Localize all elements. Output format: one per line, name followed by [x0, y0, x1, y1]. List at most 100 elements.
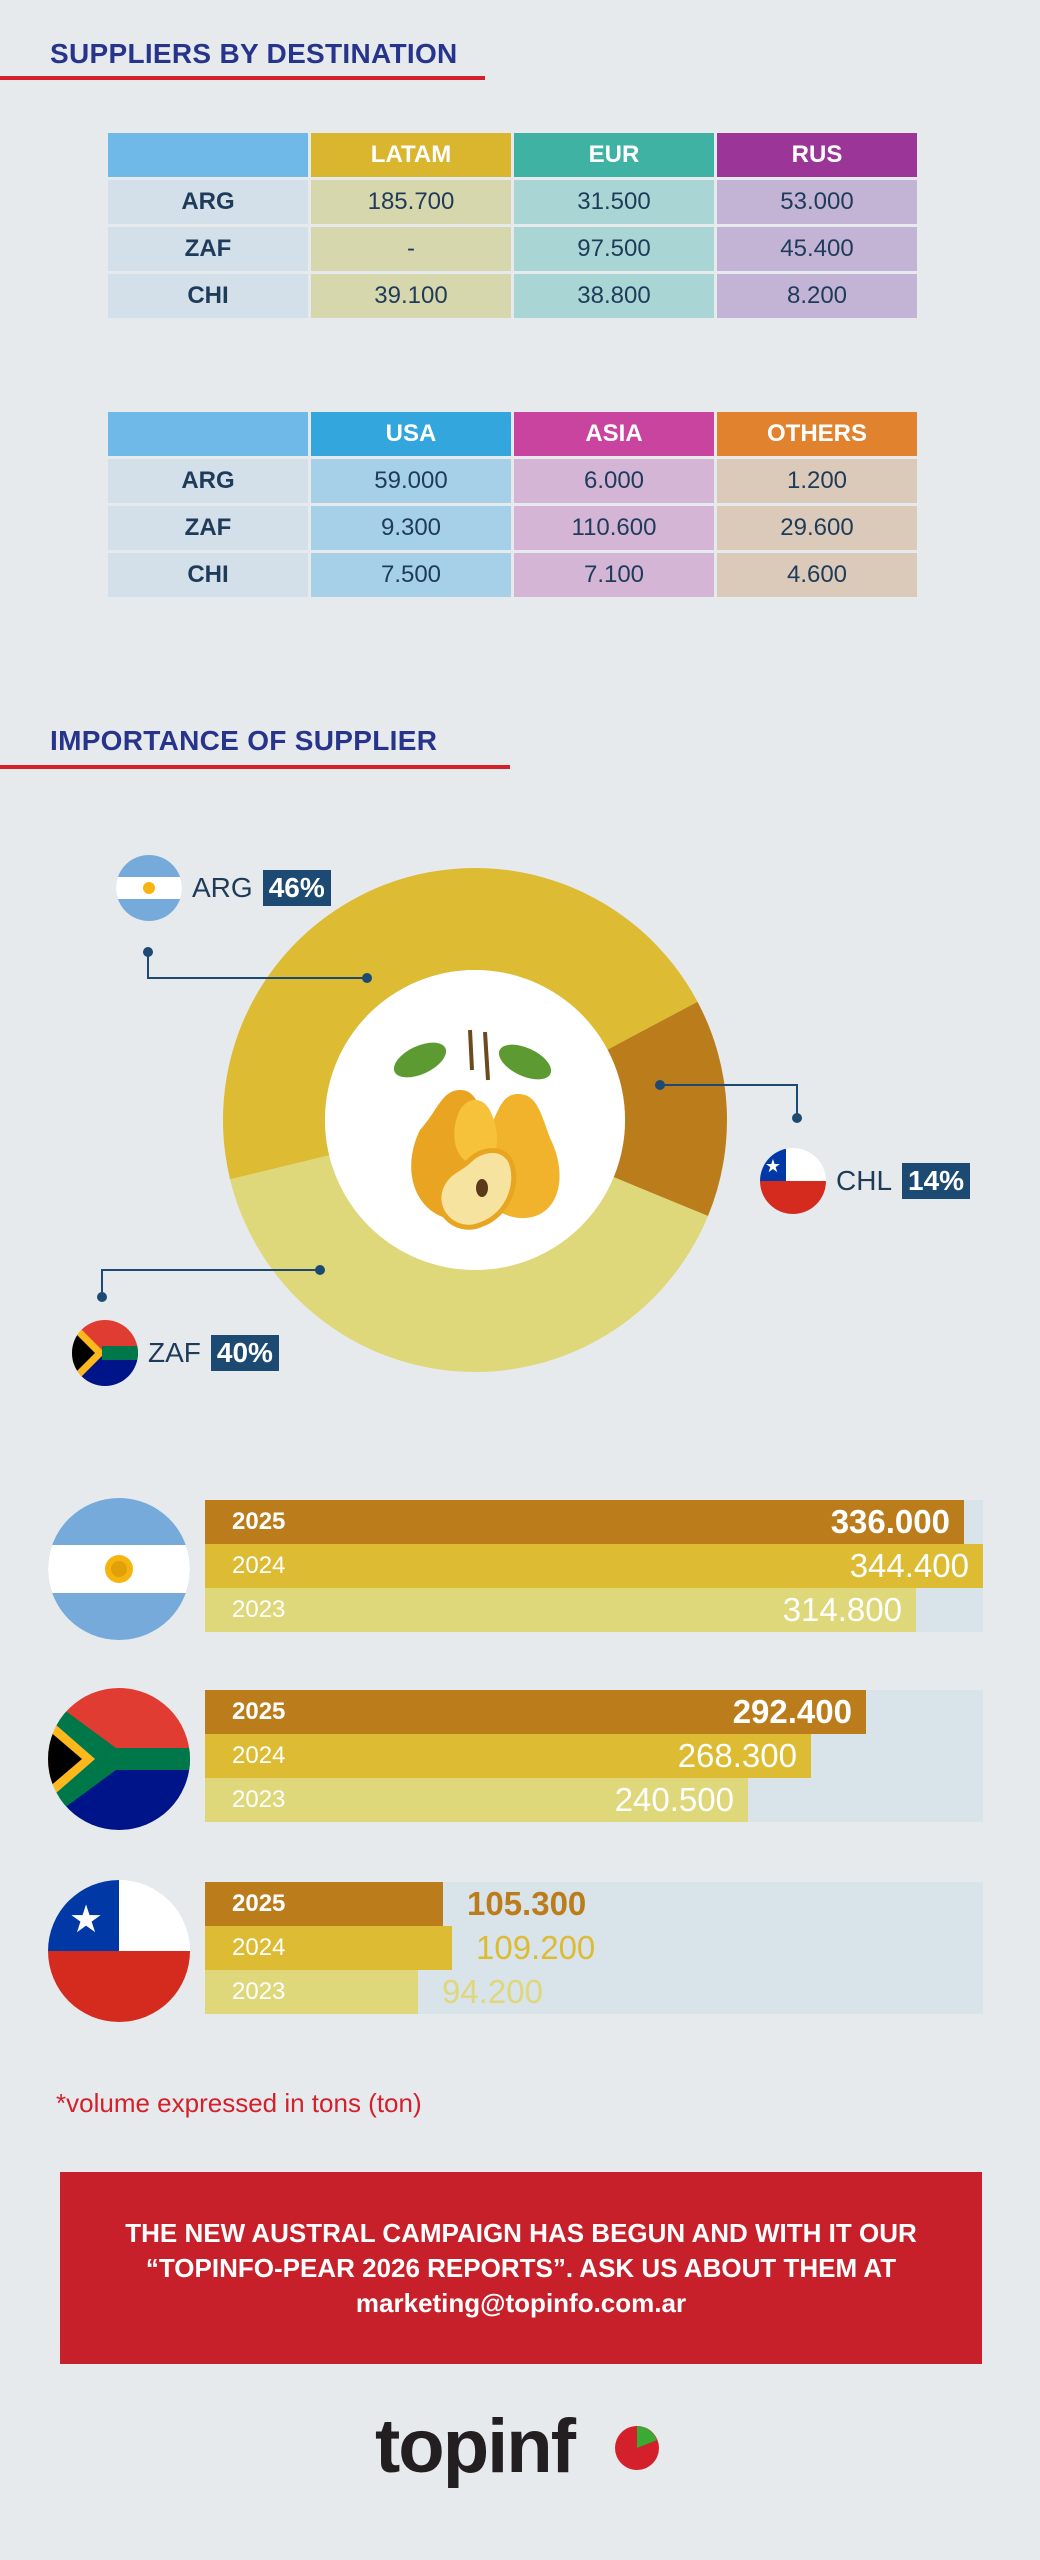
- suppliers-table-2: USA ASIA OTHERS ARG 59.000 6.000 1.200 ZAF 9.300…: [105, 409, 920, 600]
- legend-arg: ARG 46%: [116, 855, 331, 921]
- table-cell: 31.500: [514, 180, 714, 224]
- svg-text:★: ★: [765, 1156, 781, 1176]
- bar-year-label: 2024: [232, 1552, 286, 1579]
- bar-2025: [205, 1500, 964, 1544]
- banner-line-1: THE NEW AUSTRAL CAMPAIGN HAS BEGUN AND W…: [125, 2217, 917, 2248]
- bar-group-chile: ★ 2025 105.300 2024 109.200 2023 94.200: [0, 1880, 1040, 2032]
- leader-line-chl-dot: [655, 1080, 665, 1090]
- bar-group-argentina: 2025 336.000 2024 344.400 2023 314.800: [0, 1498, 1040, 1650]
- svg-text:★: ★: [69, 1899, 103, 1941]
- table-cell: 8.200: [717, 274, 917, 318]
- column-header: ASIA: [514, 412, 714, 456]
- table-cell: 39.100: [311, 274, 511, 318]
- table-corner: [108, 133, 308, 177]
- bar-year-label: 2025: [232, 1508, 286, 1535]
- legend-arg-pct: 46%: [262, 870, 331, 906]
- leader-line-chl: [660, 1084, 798, 1118]
- legend-zaf-label: ZAF: [148, 1337, 201, 1368]
- table-corner: [108, 412, 308, 456]
- bar-2023: [205, 1778, 748, 1822]
- bar-2025: [205, 1882, 443, 1926]
- table-cell: 59.000: [311, 459, 511, 503]
- donut-chart: ARG 46% ZAF 40% ★ CHL 14%: [0, 780, 1040, 1440]
- chile-flag-icon: ★: [48, 1880, 190, 2022]
- bar-year-label: 2025: [232, 1890, 286, 1917]
- column-header: EUR: [514, 133, 714, 177]
- bar-value-label: 344.400: [849, 1547, 969, 1584]
- table-cell: 97.500: [514, 227, 714, 271]
- bar-2025: [205, 1690, 866, 1734]
- table-cell: 29.600: [717, 506, 917, 550]
- bar-2023: [205, 1588, 916, 1632]
- table-row: ARG 59.000 6.000 1.200: [108, 459, 917, 503]
- table-row: CHI 7.500 7.100 4.600: [108, 553, 917, 597]
- row-header: ZAF: [108, 227, 308, 271]
- leader-line-zaf: [101, 1269, 320, 1297]
- leader-line-chl-dot: [792, 1113, 802, 1123]
- legend-zaf-pct: 40%: [210, 1335, 279, 1371]
- bar-value-label: 109.200: [476, 1929, 596, 1966]
- table-cell: 9.300: [311, 506, 511, 550]
- bar-year-label: 2024: [232, 1934, 286, 1961]
- column-header: LATAM: [311, 133, 511, 177]
- suppliers-table-1: LATAM EUR RUS ARG 185.700 31.500 53.000 ZAF -97.…: [105, 130, 920, 321]
- leader-line-arg-dot: [362, 973, 372, 983]
- bar-value-label: 292.400: [732, 1693, 852, 1730]
- bar-value-label: 336.000: [830, 1503, 950, 1540]
- chile-flag-icon: ★: [760, 1148, 826, 1214]
- bar-2023: [205, 1970, 418, 2014]
- bar-year-label: 2024: [232, 1742, 286, 1769]
- bar-group-south-africa: 2025 292.400 2024 268.300 2023 240.500: [0, 1688, 1040, 1840]
- bar-value-label: 105.300: [467, 1885, 587, 1922]
- section-rule: [0, 765, 510, 769]
- legend-chl-pct: 14%: [902, 1163, 971, 1199]
- bar-year-label: 2025: [232, 1698, 286, 1725]
- argentina-flag-icon: [116, 855, 182, 921]
- topinfo-logo: topinf: [375, 2404, 659, 2489]
- bar-year-label: 2023: [232, 1596, 286, 1623]
- leader-line-zaf-dot: [315, 1265, 325, 1275]
- bar-value-label: 314.800: [782, 1591, 902, 1628]
- section-rule: [0, 76, 485, 80]
- table-cell: 53.000: [717, 180, 917, 224]
- legend-chl-label: CHL: [836, 1165, 893, 1196]
- bar-value-label: 240.500: [614, 1781, 734, 1818]
- table-cell: 7.100: [514, 553, 714, 597]
- banner-email[interactable]: marketing@topinfo.com.ar: [355, 2287, 687, 2318]
- section-title-importance: IMPORTANCE OF SUPPLIER: [50, 725, 438, 756]
- table-cell: 7.500: [311, 553, 511, 597]
- legend-arg-label: ARG: [192, 872, 253, 903]
- bar-year-label: 2023: [232, 1978, 286, 2005]
- argentina-flag-icon: [48, 1498, 190, 1640]
- bar-2024: [205, 1734, 811, 1778]
- donut-slice-arg: [222, 867, 698, 1180]
- donut-slice-zaf: [230, 1155, 708, 1372]
- bar-year-label: 2023: [232, 1786, 286, 1813]
- row-header: CHI: [108, 553, 308, 597]
- bar-value-label: 268.300: [677, 1737, 797, 1774]
- table-row: ZAF -97.500 45.400: [108, 227, 917, 271]
- section-title-suppliers: SUPPLIERS BY DESTINATION: [50, 38, 458, 69]
- table-row: CHI 39.100 38.800 8.200: [108, 274, 917, 318]
- bar-2024: [205, 1926, 452, 1970]
- legend-chl: ★ CHL 14%: [760, 1148, 971, 1214]
- row-header: ARG: [108, 459, 308, 503]
- bar-2024: [205, 1544, 983, 1588]
- south-africa-flag-icon: [72, 1320, 138, 1386]
- donut-slice-chl: [607, 1001, 728, 1217]
- row-header: CHI: [108, 274, 308, 318]
- campaign-banner: THE NEW AUSTRAL CAMPAIGN HAS BEGUN AND W…: [60, 2172, 982, 2364]
- row-header: ZAF: [108, 506, 308, 550]
- bar-value-label: 94.200: [442, 1973, 543, 2010]
- table-cell: 45.400: [717, 227, 917, 271]
- table-cell: 110.600: [514, 506, 714, 550]
- table-cell: 38.800: [514, 274, 714, 318]
- south-africa-flag-icon: [48, 1688, 190, 1830]
- leader-line-arg-dot: [143, 947, 153, 957]
- footnote: *volume expressed in tons (ton): [56, 2088, 422, 2118]
- logo-text: topinf: [375, 2404, 577, 2489]
- table-cell: 185.700: [311, 180, 511, 224]
- row-header: ARG: [108, 180, 308, 224]
- pears-icon: [393, 1029, 560, 1230]
- table-cell: 4.600: [717, 553, 917, 597]
